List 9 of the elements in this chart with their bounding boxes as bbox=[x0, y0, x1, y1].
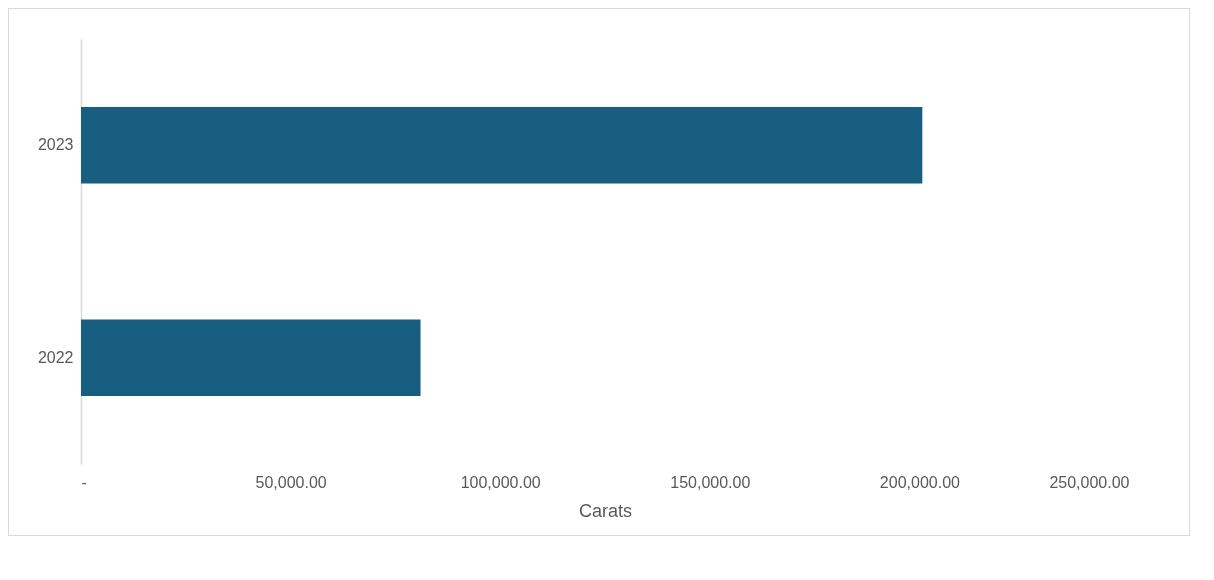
y-tick-label: 2023 bbox=[37, 136, 74, 154]
x-tick-label: 250,000.00 bbox=[1049, 473, 1130, 491]
x-axis-title: Carats bbox=[578, 500, 633, 521]
x-tick-label: 100,000.00 bbox=[460, 473, 541, 491]
x-tick-label: 50,000.00 bbox=[255, 473, 327, 491]
y-tick-label: 2022 bbox=[37, 348, 74, 366]
x-tick-label: 200,000.00 bbox=[879, 473, 961, 491]
x-tick-label: - bbox=[81, 473, 87, 491]
x-tick-label: 150,000.00 bbox=[670, 473, 751, 491]
